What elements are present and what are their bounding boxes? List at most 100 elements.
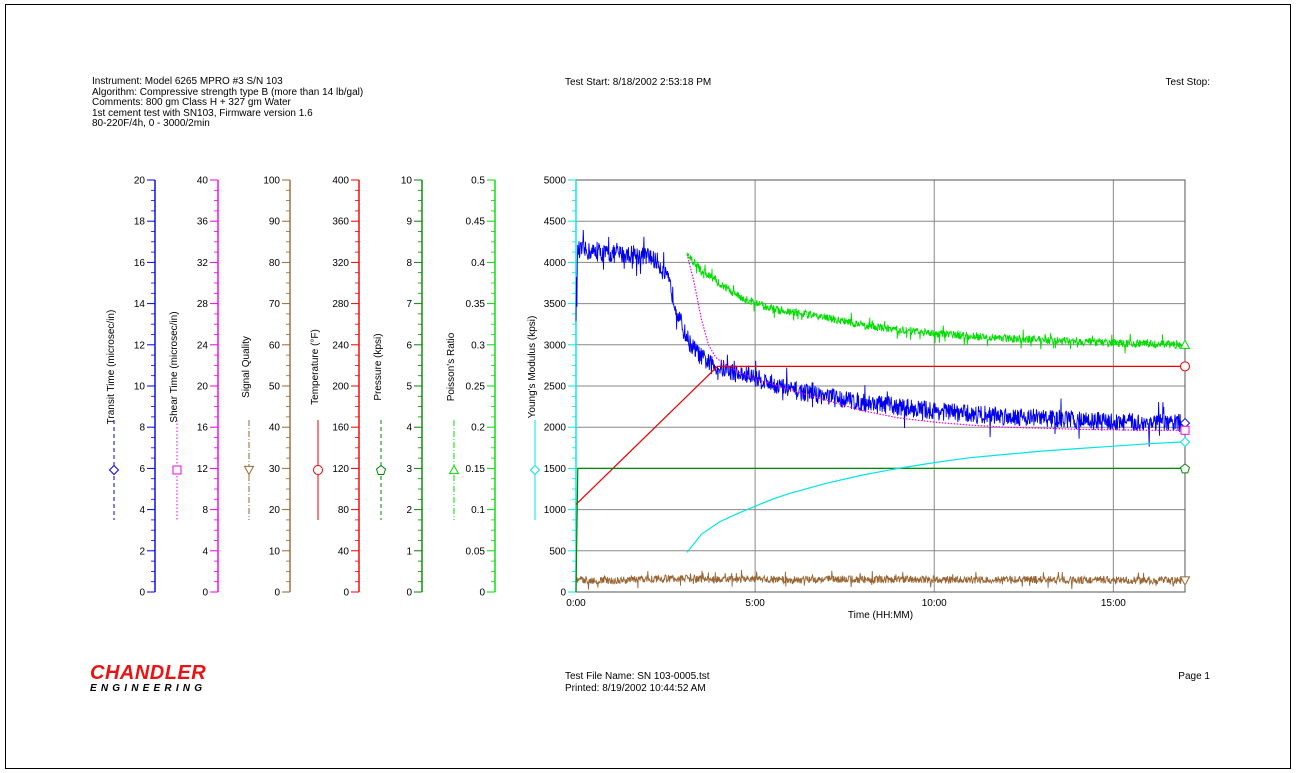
poisson-tick-label: 0 — [479, 588, 485, 599]
transit-axis-label: Transit Time (microsec/in) — [106, 310, 117, 425]
x-tick-label: 10:00 — [922, 598, 947, 609]
transit-tick-label: 2 — [139, 546, 145, 557]
logo-name: CHANDLER — [90, 662, 207, 684]
transit-tick-label: 0 — [139, 588, 145, 599]
shear-end-marker — [1180, 425, 1190, 435]
temperature-tick-label: 280 — [332, 299, 349, 310]
youngs-end-marker — [1179, 436, 1191, 448]
poisson-axis-label: Poisson's Ratio — [446, 332, 457, 401]
pressure-tick-label: 3 — [406, 464, 412, 475]
signal-tick-label: 0 — [274, 588, 280, 599]
transit-tick-label: 8 — [139, 423, 145, 434]
signal-tick-label: 20 — [269, 505, 281, 516]
shear-tick-label: 8 — [202, 505, 208, 516]
temperature-axis-label: Temperature (°F) — [310, 329, 321, 405]
poisson-tick-label: 0.3 — [471, 340, 485, 351]
pressure-tick-label: 6 — [406, 340, 412, 351]
youngs-tick-label: 2500 — [544, 382, 567, 393]
algorithm-line: Algorithm: Compressive strength type B (… — [92, 86, 364, 98]
youngs-tick-label: 2000 — [544, 423, 567, 434]
poisson-tick-label: 0.05 — [466, 546, 486, 557]
transit-series-line — [575, 229, 1182, 447]
shear-tick-label: 24 — [197, 340, 209, 351]
signal-tick-label: 70 — [269, 299, 281, 310]
pressure-tick-label: 0 — [406, 588, 412, 599]
youngs-tick-label: 1500 — [544, 464, 567, 475]
x-tick-label: 0:00 — [566, 598, 586, 609]
signal-tick-label: 10 — [269, 546, 281, 557]
temperature-tick-label: 40 — [338, 546, 350, 557]
page-frame — [5, 4, 1291, 769]
temperature-series-line — [575, 365, 1182, 505]
signal-legend-marker — [243, 465, 255, 476]
signal-tick-label: 100 — [263, 176, 280, 187]
temperature-tick-label: 80 — [338, 505, 350, 516]
youngs-tick-label: 5000 — [544, 176, 567, 187]
x-axis-label: Time (HH:MM) — [848, 610, 913, 621]
transit-tick-label: 6 — [139, 464, 145, 475]
shear-series-line — [686, 254, 1182, 431]
temperature-tick-label: 160 — [332, 423, 349, 434]
pressure-tick-label: 8 — [406, 258, 412, 269]
pressure-end-marker — [1179, 463, 1191, 474]
pressure-tick-label: 1 — [406, 546, 412, 557]
temperature-tick-label: 360 — [332, 217, 349, 228]
shear-tick-label: 36 — [197, 217, 209, 228]
youngs-axis-label: Young's Modulus (kpsi) — [527, 316, 538, 419]
instrument-line: Instrument: Model 6265 MPRO #3 S/N 103 — [92, 76, 283, 87]
temperature-tick-label: 320 — [332, 258, 349, 269]
poisson-tick-label: 0.15 — [466, 464, 486, 475]
test-stop-label: Test Stop: — [1165, 77, 1210, 88]
logo-subtitle: ENGINEERING — [90, 683, 207, 694]
pressure-tick-label: 9 — [406, 217, 412, 228]
temperature-tick-label: 0 — [343, 588, 349, 599]
poisson-tick-label: 0.35 — [466, 299, 486, 310]
temperature-tick-label: 200 — [332, 382, 349, 393]
signal-tick-label: 90 — [269, 217, 281, 228]
signal-tick-label: 30 — [269, 464, 281, 475]
poisson-tick-label: 0.5 — [471, 176, 485, 187]
poisson-tick-label: 0.4 — [471, 258, 485, 269]
temperature-tick-label: 120 — [332, 464, 349, 475]
shear-tick-label: 20 — [197, 382, 209, 393]
shear-tick-label: 0 — [202, 588, 208, 599]
youngs-tick-label: 3000 — [544, 340, 567, 351]
x-tick-label: 15:00 — [1101, 598, 1126, 609]
pressure-tick-label: 5 — [406, 382, 412, 393]
pressure-tick-label: 2 — [406, 505, 412, 516]
youngs-legend-marker — [529, 464, 541, 476]
signal-series-line — [575, 569, 1182, 590]
pressure-legend-marker — [375, 464, 387, 475]
transit-tick-label: 16 — [134, 258, 146, 269]
schedule-line: 80-220F/4h, 0 - 3000/2min — [92, 118, 210, 129]
shear-tick-label: 28 — [197, 299, 209, 310]
signal-tick-label: 60 — [269, 340, 281, 351]
poisson-tick-label: 0.45 — [466, 217, 486, 228]
transit-tick-label: 18 — [134, 217, 146, 228]
signal-tick-label: 50 — [269, 382, 281, 393]
transit-tick-label: 14 — [134, 299, 146, 310]
youngs-tick-label: 1000 — [544, 505, 567, 516]
chandler-logo: CHANDLER ENGINEERING — [90, 662, 206, 694]
youngs-tick-label: 0 — [560, 588, 566, 599]
temperature-end-marker — [1180, 361, 1190, 372]
shear-axis-label: Shear Time (microsec/in) — [169, 311, 180, 422]
transit-legend-marker — [108, 464, 120, 476]
pressure-tick-label: 4 — [406, 423, 412, 434]
temperature-legend-marker — [313, 465, 323, 475]
shear-tick-label: 16 — [197, 423, 209, 434]
shear-tick-label: 32 — [197, 258, 209, 269]
test-note-line: 1st cement test with SN103, Firmware ver… — [92, 107, 313, 119]
transit-tick-label: 4 — [139, 505, 145, 516]
signal-tick-label: 40 — [269, 423, 281, 434]
pressure-tick-label: 7 — [406, 299, 412, 310]
poisson-tick-label: 0.2 — [471, 423, 485, 434]
signal-tick-label: 80 — [269, 258, 281, 269]
comments-line: Comments: 800 gm Class H + 327 gm Water — [92, 97, 291, 108]
youngs-tick-label: 4500 — [544, 217, 567, 228]
youngs-series-line — [686, 441, 1182, 553]
poisson-legend-marker — [448, 464, 460, 475]
shear-legend-marker — [172, 465, 182, 475]
poisson-tick-label: 0.1 — [471, 505, 485, 516]
